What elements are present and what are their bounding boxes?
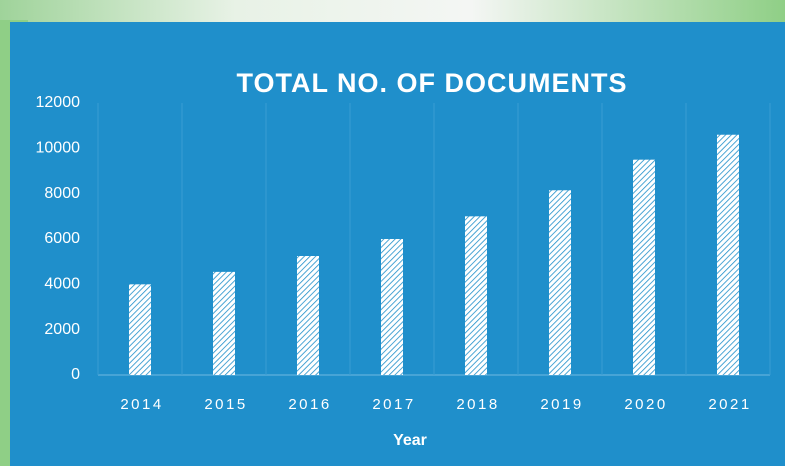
x-tick-label: 2018 [456, 396, 499, 413]
x-tick-label: 2017 [372, 396, 415, 413]
chart: TOTAL NO. OF DOCUMENTS Year 0 2000 4000 600… [0, 0, 785, 466]
y-tick-label: 10000 [36, 140, 81, 157]
x-tick-label: 2019 [540, 396, 583, 413]
y-tick-label: 4000 [44, 276, 80, 293]
bar [129, 284, 151, 375]
page: {"chart_data": {"type": "bar", "title": … [0, 0, 785, 466]
x-tick-label: 2020 [624, 396, 667, 413]
x-axis-label: Year [393, 432, 427, 449]
bar [549, 190, 571, 375]
bar [633, 160, 655, 375]
x-tick-label: 2014 [120, 396, 163, 413]
bar [465, 216, 487, 375]
bar [297, 256, 319, 375]
bar [213, 272, 235, 375]
x-tick-label: 2021 [708, 396, 751, 413]
x-tick-label: 2016 [288, 396, 331, 413]
y-tick-label: 0 [71, 366, 80, 383]
y-tick-label: 2000 [44, 321, 80, 338]
bar [717, 135, 739, 375]
chart-title: TOTAL NO. OF DOCUMENTS [237, 68, 628, 98]
x-tick-label: 2015 [204, 396, 247, 413]
y-tick-label: 8000 [44, 185, 80, 202]
y-tick-label: 12000 [36, 94, 81, 111]
bar [381, 239, 403, 375]
y-tick-label: 6000 [44, 230, 80, 247]
